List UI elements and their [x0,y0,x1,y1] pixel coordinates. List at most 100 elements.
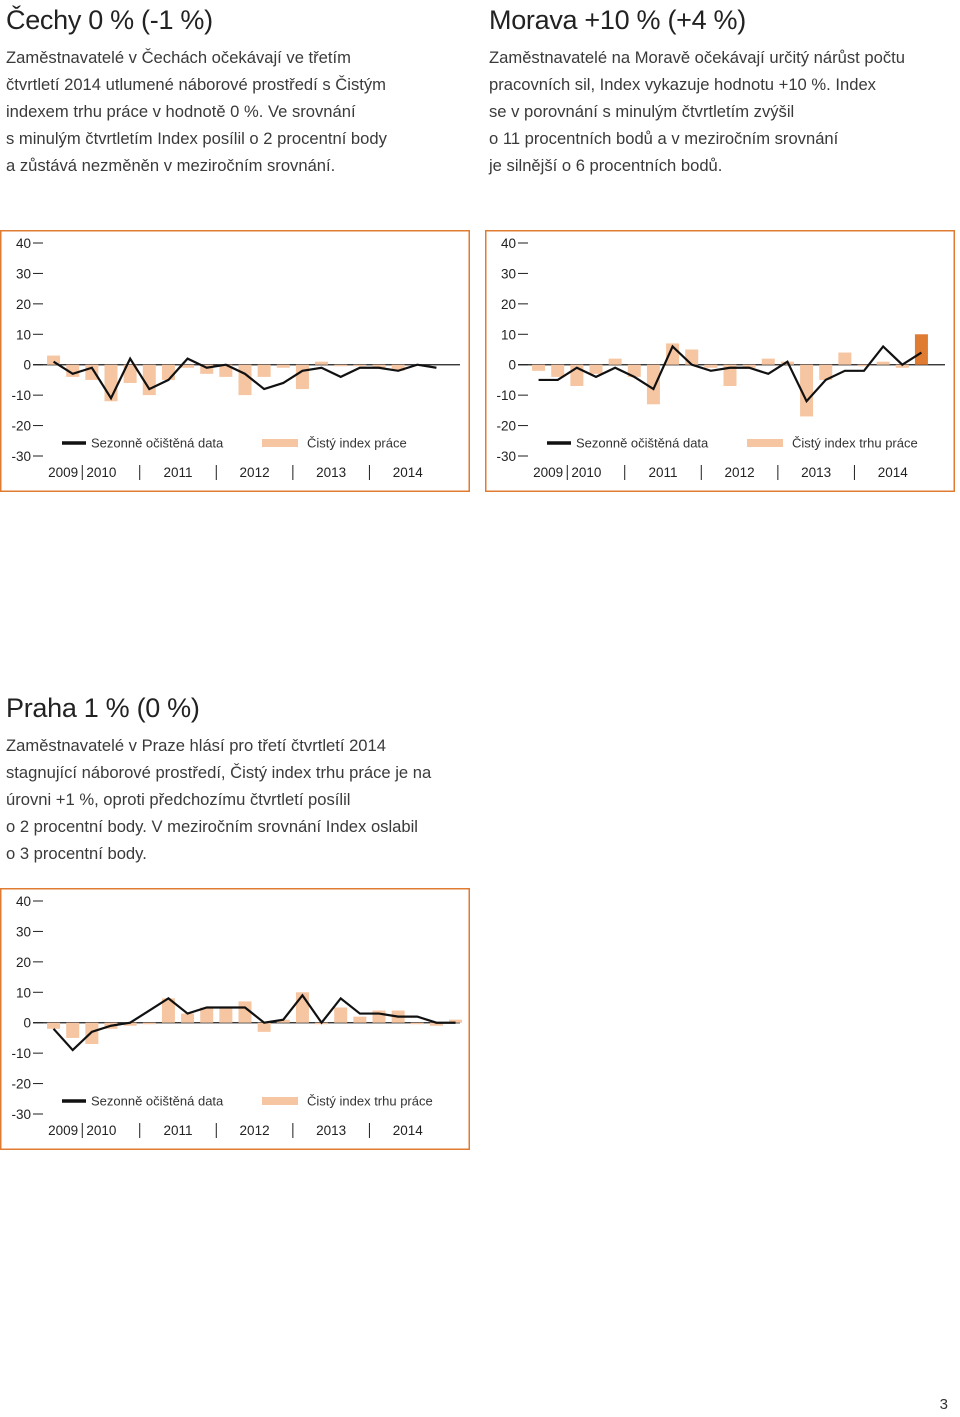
text-line: o 2 procentní body. V meziročním srovnán… [6,817,418,836]
bar [315,361,329,365]
y-tick-label: -20 [496,419,516,434]
y-tick-label: 10 [501,327,516,342]
text-line: stagnující náborové prostředí, Čistý ind… [6,763,432,782]
x-year-label: 2012 [725,465,755,480]
x-year-label: 2014 [878,465,909,480]
x-year-label: 2013 [316,465,346,480]
y-tick-label: 20 [16,297,31,312]
bar [334,364,348,367]
chart-frame [0,888,470,1150]
bar [238,364,252,396]
bar [257,1022,271,1032]
y-tick-label: -20 [11,1077,31,1092]
y-tick-label: 30 [16,266,31,281]
y-tick-label: -30 [11,449,31,464]
x-year-label: 2013 [316,1123,346,1138]
legend-line-label: Sezonně očištěná data [576,436,709,451]
bar [761,358,775,365]
y-tick-label: 0 [23,358,31,373]
bar [200,364,214,374]
bar [219,364,233,377]
text-line: pracovních sil, Index vykazuje hodnotu +… [489,75,876,94]
text-line: indexem trhu práce v hodnotě 0 %. Ve sro… [6,102,356,121]
bar [372,364,386,368]
region-text: Zaměstnavatelé na Moravě očekávají určit… [489,44,954,179]
bar [123,1022,137,1026]
bar [372,1010,386,1023]
x-year-label: 2009 [48,1123,78,1138]
x-year-label: 2011 [648,465,677,480]
bar [608,358,622,365]
bar [742,364,756,368]
x-year-label: 2014 [393,465,424,480]
line-series [52,356,437,401]
bar [391,364,405,371]
bar [334,1007,348,1023]
region-text: Zaměstnavatelé v Čechách očekávají ve tř… [6,44,446,179]
y-tick-label: -30 [496,449,516,464]
legend: Sezonně očištěná data Čistý index práce [62,436,407,451]
x-year-label: 2013 [801,465,831,480]
bar [161,364,175,380]
bar [85,1022,99,1045]
region-cechy: Čechy 0 % (-1 %) Zaměstnavatelé v Čechác… [6,4,446,179]
y-tick-label: 0 [508,358,516,373]
bar [181,364,195,368]
x-year-label: 2010 [86,1123,116,1138]
bar [66,1022,80,1038]
bar [47,1022,61,1029]
bar [276,364,290,368]
region-title: Čechy 0 % (-1 %) [6,5,213,35]
x-year-label: 2011 [163,465,192,480]
y-tick-label: 20 [16,955,31,970]
region-praha: Praha 1 % (0 %) Zaměstnavatelé v Praze h… [6,692,476,867]
x-year-label: 2009 [48,465,78,480]
line-series [538,344,923,404]
text-line: o 3 procentní body. [6,844,147,863]
bar [161,998,175,1023]
bar [200,1007,214,1023]
legend-bar-label: Čistý index trhu práce [792,436,918,451]
bar [819,364,833,380]
bar [646,364,660,405]
text-line: je silnější o 6 procentních bodů. [489,156,723,175]
y-tick-label: 30 [16,924,31,939]
legend-bar-swatch [262,1097,298,1105]
bar [123,364,137,383]
legend-bar-swatch [262,439,298,447]
legend-bar-label: Čistý index trhu práce [307,1094,433,1109]
bar [857,364,871,367]
y-tick-label: 20 [501,297,516,312]
bar [895,364,909,368]
bar [47,355,61,365]
legend-line-label: Sezonně očištěná data [91,436,224,451]
bar [142,1022,156,1025]
legend-bar-label: Čistý index práce [307,436,407,451]
bar [295,364,309,390]
bar [627,364,641,377]
text-line: s minulým čtvrtletím Index posílil o 2 p… [6,129,387,148]
x-year-label: 2010 [86,465,116,480]
x-year-label: 2012 [240,465,270,480]
x-year-label: 2009 [533,465,563,480]
x-year-label: 2014 [393,1123,424,1138]
y-tick-label: -10 [11,388,31,403]
region-title: Praha 1 % (0 %) [6,693,200,723]
legend-line-label: Sezonně očištěná data [91,1094,224,1109]
chart-frame [0,230,470,492]
y-tick-label: -20 [11,419,31,434]
x-year-label: 2011 [163,1123,192,1138]
bar [589,364,603,374]
y-tick-label: 10 [16,985,31,1000]
y-tick-label: 10 [16,327,31,342]
bar [800,364,814,417]
y-tick-label: 0 [23,1016,31,1031]
text-line: Zaměstnavatelé v Čechách očekávají ve tř… [6,48,351,67]
text-line: úrovni +1 %, oproti předchozímu čtvrtlet… [6,790,351,809]
bar [449,1019,463,1023]
legend: Sezonně očištěná data Čistý index trhu pr… [547,436,918,451]
text-line: Zaměstnavatelé v Praze hlásí pro třetí č… [6,736,386,755]
